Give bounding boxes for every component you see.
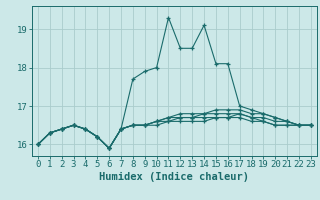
X-axis label: Humidex (Indice chaleur): Humidex (Indice chaleur): [100, 172, 249, 182]
